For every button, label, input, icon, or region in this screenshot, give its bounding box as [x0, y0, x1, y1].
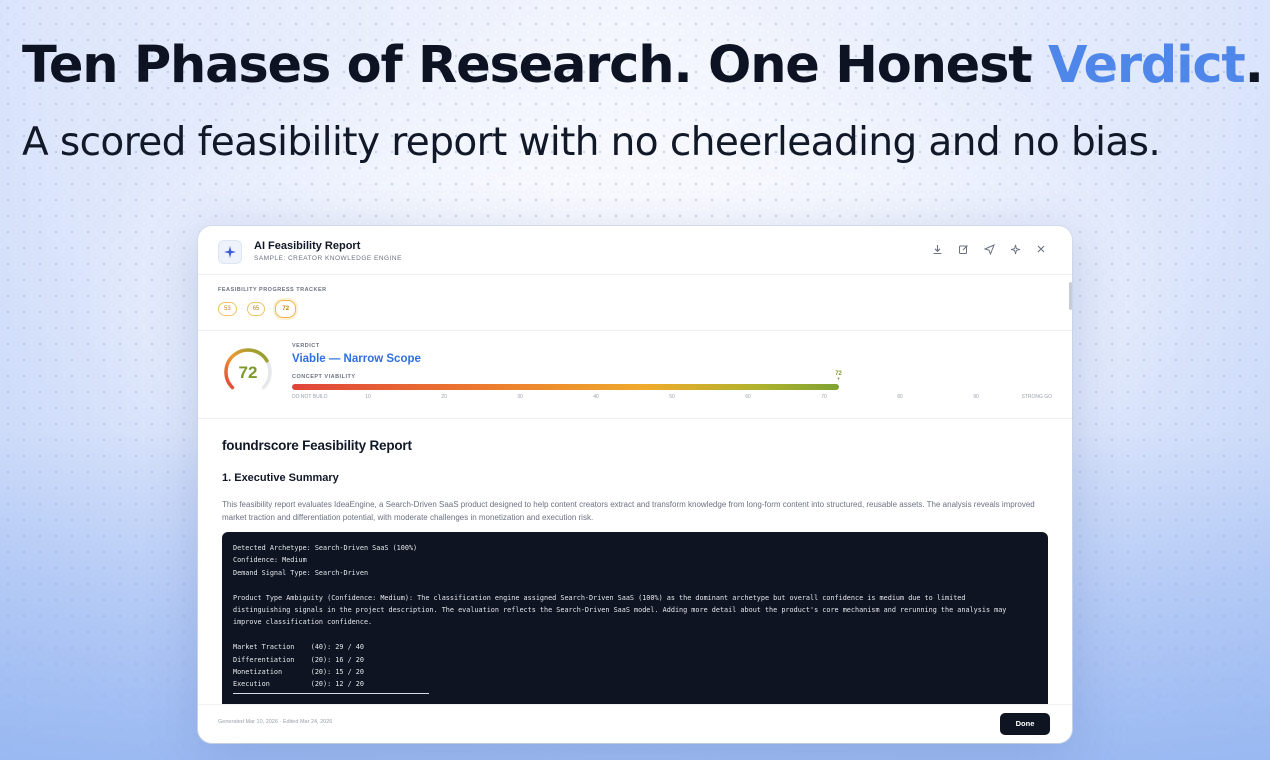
code-line: Execution (20): 12 / 20 [233, 680, 364, 689]
code-line: Monetization (20): 15 / 20 [233, 667, 364, 676]
tracker-separator: · [240, 306, 243, 312]
tracker-divider [198, 330, 1072, 331]
edit-icon[interactable] [956, 242, 970, 256]
header-divider [198, 274, 1072, 275]
section-paragraph: This feasibility report evaluates IdeaEn… [222, 500, 1035, 522]
download-icon[interactable] [930, 242, 944, 256]
hero-title-accent: Verdict [1047, 36, 1246, 95]
section-title: 1. Executive Summary [222, 472, 339, 484]
close-icon[interactable] [1034, 242, 1048, 256]
verdict-value: Viable — Narrow Scope [292, 353, 421, 365]
concept-viability-label: CONCEPT VIABILITY [292, 374, 356, 380]
hero-subtitle: A scored feasibility report with no chee… [22, 120, 1161, 165]
sparkles-icon [218, 240, 242, 264]
tracker-score-2[interactable]: 65 [246, 302, 266, 316]
modal-footer: Generated Mar 10, 2026 · Edited Mar 24, … [198, 704, 1072, 743]
code-line [233, 629, 1037, 641]
viability-marker-value: 72 [835, 371, 842, 377]
viability-tick: STRONG GO [1021, 394, 1052, 400]
viability-scale: DO NOT BUILD 10 20 30 40 50 60 70 80 90 STRONG GO [292, 394, 1052, 402]
modal-title: AI Feasibility Report [254, 240, 361, 252]
generated-timestamp: Generated Mar 10, 2026 · Edited Mar 24, … [218, 719, 333, 725]
viability-bar [292, 384, 1052, 390]
feasibility-report-modal: AI Feasibility Report SAMPLE: CREATOR KN… [198, 226, 1072, 743]
code-divider [233, 692, 429, 695]
tracker-score-current[interactable]: 72 [275, 300, 297, 318]
progress-tracker: 53 · 65 · 72 [218, 300, 297, 318]
code-line: Demand Signal Type: Search-Driven [233, 568, 369, 577]
hero-title-main: Ten Phases of Research. One Honest [22, 36, 1048, 95]
marker-caret-icon: ▼ [836, 376, 841, 381]
tracker-separator: · [269, 306, 272, 312]
tracker-score-1[interactable]: 53 [218, 302, 237, 316]
done-button[interactable]: Done [1000, 713, 1050, 735]
hero-title: Ten Phases of Research. One Honest Verdi… [22, 36, 1264, 95]
viability-tick: DO NOT BUILD [292, 394, 328, 400]
send-icon[interactable] [982, 242, 996, 256]
report-title: foundrscore Feasibility Report [222, 438, 412, 453]
modal-subtitle: SAMPLE: CREATOR KNOWLEDGE ENGINE [254, 255, 402, 262]
modal-header: AI Feasibility Report SAMPLE: CREATOR KN… [198, 226, 1072, 274]
code-line: Product Type Ambiguity (Confidence: Medi… [233, 593, 966, 602]
code-line: Market Traction (40): 29 / 40 [233, 643, 364, 652]
modal-toolbar [930, 242, 1048, 256]
score-gauge [224, 348, 272, 390]
viability-tick: 20 [441, 394, 447, 400]
code-line [233, 579, 1037, 591]
code-line: Confidence: Medium [233, 556, 307, 565]
code-line: distinguishing signals in the project de… [233, 605, 1007, 614]
code-line: improve classification confidence. [233, 618, 373, 627]
viability-tick: 90 [973, 394, 979, 400]
verdict-divider [198, 418, 1072, 419]
viability-tick: 30 [517, 394, 523, 400]
gauge-score: 72 [238, 363, 258, 382]
viability-tick: 70 [821, 394, 827, 400]
tracker-label: FEASIBILITY PROGRESS TRACKER [218, 287, 327, 293]
viability-bar-fill [292, 384, 840, 390]
viability-tick: 60 [745, 394, 751, 400]
scrollbar[interactable] [1069, 282, 1072, 310]
code-line: Detected Archetype: Search-Driven SaaS (… [233, 544, 418, 552]
sparkle-icon[interactable] [1008, 242, 1022, 256]
viability-marker: 72 ▼ [835, 371, 842, 381]
viability-tick: 50 [669, 394, 675, 400]
viability-tick: 80 [897, 394, 903, 400]
code-block: Detected Archetype: Search-Driven SaaS (… [222, 532, 1048, 722]
code-line: Differentiation (20): 16 / 20 [233, 655, 364, 664]
verdict-label: VERDICT [292, 343, 320, 349]
hero-title-end: . [1244, 36, 1264, 95]
viability-tick: 40 [593, 394, 599, 400]
viability-tick: 10 [365, 394, 371, 400]
